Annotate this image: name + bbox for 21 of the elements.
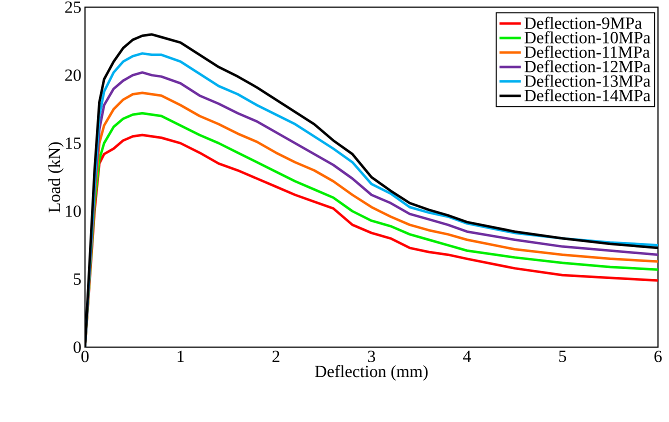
x-tick-label: 3 <box>368 350 376 362</box>
y-tick-label: 20 <box>65 69 81 81</box>
legend-label: Deflection-12MPa <box>524 60 650 72</box>
y-tick-label: 0 <box>74 341 81 353</box>
y-axis-title: Load (kN) <box>48 142 64 212</box>
x-tick-label: 0 <box>81 350 89 362</box>
y-tick-label: 5 <box>74 274 81 285</box>
legend-label: Deflection-14MPa <box>524 89 650 102</box>
legend-label: Deflection-13MPa <box>524 74 650 87</box>
x-tick-label: 5 <box>559 350 566 362</box>
x-tick-label: 2 <box>272 350 280 362</box>
legend-label: Deflection-11MPa <box>524 46 650 58</box>
legend-label: Deflection-9MPa <box>524 16 642 29</box>
x-tick-label: 4 <box>463 350 471 362</box>
x-tick-label: 1 <box>178 350 184 362</box>
legend-label: Deflection-10MPa <box>524 31 650 44</box>
y-tick-label: 10 <box>66 205 81 217</box>
x-tick-label: 6 <box>654 350 662 362</box>
y-tick-label: 25 <box>65 1 81 13</box>
y-tick-label: 15 <box>66 137 81 149</box>
x-axis-title: Deflection (mm) <box>315 365 428 381</box>
